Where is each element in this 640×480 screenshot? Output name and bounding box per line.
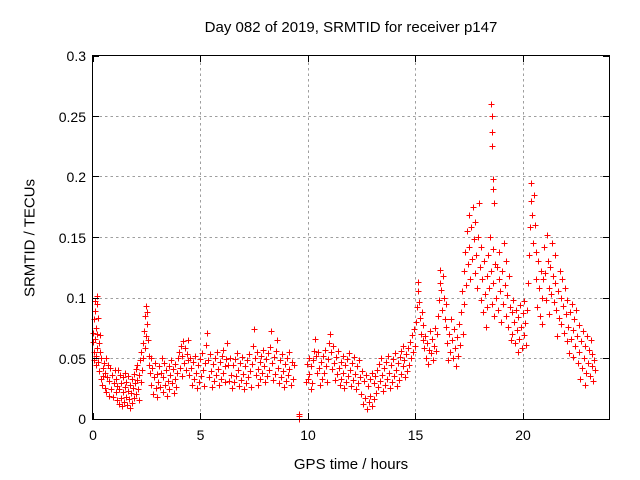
y-tick-label: 0	[78, 411, 86, 427]
x-tick-label: 10	[300, 427, 316, 443]
y-tick-label: 0.05	[58, 350, 86, 367]
y-tick-label: 0.25	[58, 108, 86, 125]
x-tick-label: 0	[89, 427, 97, 443]
y-tick-label: 0.1	[66, 290, 86, 306]
grid-lines	[94, 57, 608, 418]
x-axis-title: GPS time / hours	[293, 456, 409, 473]
x-tick-label: 5	[196, 427, 205, 443]
y-tick-label: 0.2	[66, 169, 86, 185]
chart-title: Day 082 of 2019, SRMTID for receiver p14…	[204, 19, 498, 36]
x-tick-label: 20	[515, 427, 531, 443]
y-tick-label: 0.3	[66, 48, 86, 64]
x-tick-label: 15	[407, 427, 424, 443]
scatter-points	[90, 101, 599, 423]
y-tick-label: 0.15	[58, 229, 86, 246]
plot-border	[92, 55, 610, 420]
